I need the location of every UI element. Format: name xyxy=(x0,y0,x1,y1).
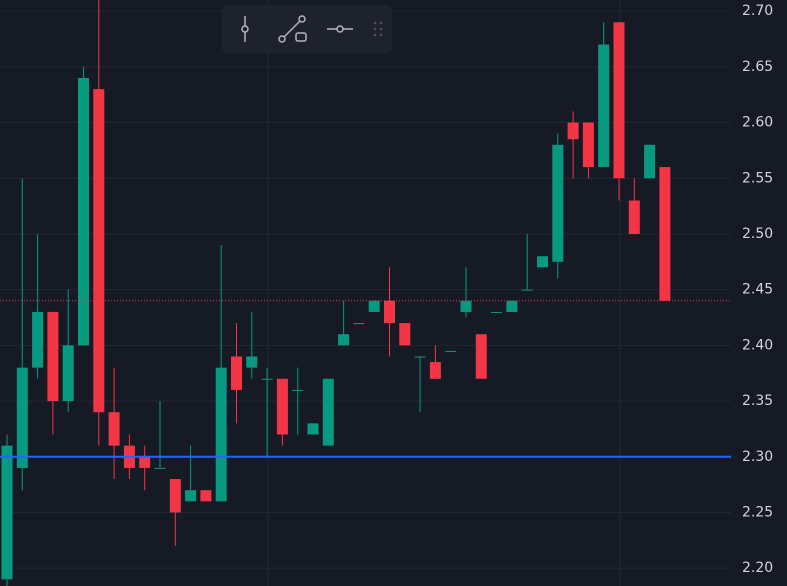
candle-body xyxy=(506,300,518,312)
candle-body xyxy=(384,300,395,324)
candle-body xyxy=(521,289,533,291)
candle-body xyxy=(276,378,288,435)
candle-body xyxy=(491,311,503,313)
candle-body xyxy=(628,200,640,234)
candle-body xyxy=(307,423,319,435)
candle-body xyxy=(414,356,426,358)
candles xyxy=(1,0,671,586)
candle-body xyxy=(139,456,151,468)
candle-body xyxy=(460,300,472,312)
y-tick-label: 2.40 xyxy=(742,337,773,353)
candle-body xyxy=(598,44,610,168)
y-tick-label: 2.65 xyxy=(742,59,773,75)
candle-body xyxy=(368,300,380,312)
y-tick-label: 2.60 xyxy=(742,115,773,131)
candle-body xyxy=(261,378,273,380)
candle-body xyxy=(429,362,441,379)
axis-background xyxy=(731,0,787,586)
candle-body xyxy=(475,334,487,379)
candle-body xyxy=(399,323,411,346)
y-tick-label: 2.45 xyxy=(742,282,773,298)
candle-body xyxy=(582,122,594,168)
candle-body xyxy=(93,89,105,413)
candle-body xyxy=(246,356,258,368)
y-tick-label: 2.30 xyxy=(742,449,773,465)
candle-body xyxy=(567,122,579,140)
trend-line-tool-box[interactable] xyxy=(295,32,307,42)
trend-line-tool-handle[interactable] xyxy=(278,35,286,43)
candle-body xyxy=(32,311,44,368)
y-tick-label: 2.50 xyxy=(742,226,773,242)
toolbar-drag-handle[interactable] xyxy=(373,21,383,37)
candle-body xyxy=(169,479,181,513)
trend-line-tool-handle[interactable] xyxy=(298,15,306,23)
candle-body xyxy=(659,167,671,301)
vertical-line-tool-handle[interactable] xyxy=(241,25,249,33)
y-tick-label: 2.25 xyxy=(742,504,773,520)
price-axis: 2.70 2.65 2.60 2.55 2.50 2.45 2.40 2.35 2.30 2.25… xyxy=(731,0,787,586)
y-tick-label: 2.35 xyxy=(742,393,773,409)
candle-body xyxy=(353,323,365,325)
candle-body xyxy=(16,367,28,468)
candle-body xyxy=(231,356,242,390)
y-tick-label: 2.55 xyxy=(742,170,773,186)
candle-body xyxy=(185,490,197,502)
candle-body xyxy=(338,334,350,346)
candle-body xyxy=(62,345,74,402)
candle-body xyxy=(445,350,457,352)
y-tick-label: 2.70 xyxy=(742,3,773,19)
candle-body xyxy=(613,22,625,179)
drawing-toolbar xyxy=(222,5,392,53)
candle-body xyxy=(644,144,656,179)
candle-body xyxy=(552,144,564,262)
horizontal-ray-tool-handle[interactable] xyxy=(336,25,344,33)
candle-body xyxy=(537,256,548,268)
candle-body xyxy=(154,467,166,469)
candle-body xyxy=(200,490,212,502)
candle-body xyxy=(47,311,59,402)
candle-body xyxy=(322,378,334,446)
trend-line-tool[interactable] xyxy=(281,18,303,40)
toolbar-background xyxy=(222,5,392,53)
candle-body xyxy=(108,412,120,446)
y-tick-label: 2.20 xyxy=(742,560,773,576)
candle-body xyxy=(215,367,227,502)
candle-body xyxy=(78,77,89,346)
candle-body xyxy=(292,389,304,391)
candle-body xyxy=(1,445,13,580)
